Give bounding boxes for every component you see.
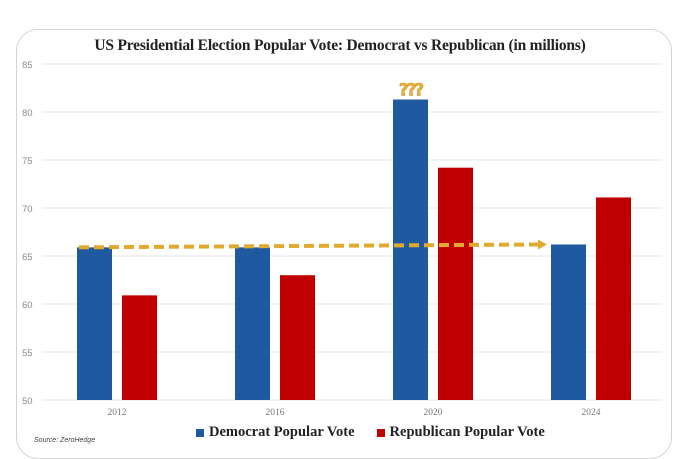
x-tick-2012: 2012: [108, 408, 127, 418]
bars: [77, 99, 631, 401]
legend-swatch-democrat: [196, 428, 204, 437]
y-tick-75: 75: [22, 156, 33, 167]
y-tick-70: 70: [22, 204, 33, 215]
y-tick-50: 50: [22, 396, 33, 407]
x-tick-labels: 2012 2016 2020 2024: [108, 408, 601, 418]
legend-swatch-republican: [376, 428, 385, 437]
legend-label-republican: Republican Popular Vote: [389, 424, 545, 440]
chart-title: US Presidential Election Popular Vote: D…: [94, 37, 586, 54]
source-note: Source: ZeroHedge: [34, 437, 96, 444]
question-marks-annotation: ???: [399, 81, 424, 101]
annotations: ???: [78, 80, 547, 250]
trend-arrow-line: [78, 242, 540, 250]
legend-item-democrat: Democrat Popular Vote: [196, 424, 355, 441]
x-tick-2024: 2024: [582, 408, 601, 418]
x-tick-2016: 2016: [266, 408, 285, 418]
bar-2020-republican: [438, 167, 473, 400]
bar-2024-republican: [596, 197, 631, 400]
bar-2016-republican: [280, 275, 315, 400]
y-tick-60: 60: [22, 300, 33, 311]
y-tick-85: 85: [22, 60, 33, 71]
trend-arrow-head: [538, 239, 547, 250]
bar-2012-democrat: [77, 247, 112, 400]
y-tick-65: 65: [22, 252, 33, 263]
y-tick-80: 80: [22, 108, 33, 119]
legend-item-republican: Republican Popular Vote: [376, 424, 545, 441]
bar-2024-democrat: [551, 244, 586, 400]
bar-2020-democrat: [393, 99, 428, 401]
bar-2012-republican: [122, 295, 157, 400]
x-tick-2020: 2020: [424, 408, 443, 418]
y-tick-labels: 50 55 60 65 70 75 80 85: [22, 60, 33, 407]
legend: Democrat Popular Vote Republican Popular…: [196, 424, 545, 441]
chart-plot: 50 55 60 65 70 75 80 85 2012 2016 2020 2024 ???: [22, 60, 662, 418]
y-tick-55: 55: [22, 348, 33, 359]
bar-2016-democrat: [235, 247, 270, 400]
legend-label-democrat: Democrat Popular Vote: [209, 424, 355, 440]
